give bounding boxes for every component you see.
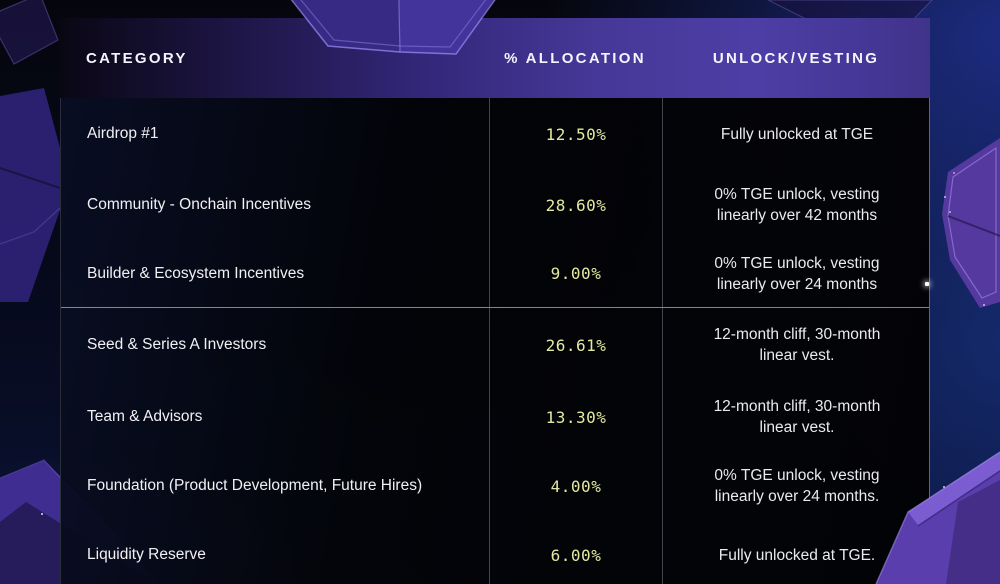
column-header-category: CATEGORY bbox=[86, 49, 188, 67]
table-header-row: CATEGORY % ALLOCATION UNLOCK/VESTING bbox=[60, 18, 930, 98]
vesting-cell: 12-month cliff, 30-month linear vest. bbox=[713, 398, 881, 436]
left-edge-prism-crease bbox=[0, 167, 61, 189]
table-row: Community - Onchain Incentives 28.60% 0%… bbox=[61, 170, 929, 240]
star-dot bbox=[949, 211, 951, 213]
category-cell: Liquidity Reserve bbox=[87, 546, 206, 563]
allocation-cell: 28.60% bbox=[489, 170, 663, 240]
vesting-cell: 0% TGE unlock, vesting linearly over 24 … bbox=[714, 254, 880, 293]
vesting-cell: 0% TGE unlock, vesting linearly over 42 … bbox=[714, 186, 880, 224]
right-edge-prism-outline bbox=[947, 146, 997, 299]
star-dot bbox=[925, 282, 929, 286]
table-row: Airdrop #1 12.50% Fully unlocked at TGE bbox=[61, 98, 929, 170]
table-row: Liquidity Reserve 6.00% Fully unlocked a… bbox=[61, 520, 929, 584]
table-row: Builder & Ecosystem Incentives 9.00% 0% … bbox=[61, 240, 929, 307]
category-cell: Foundation (Product Development, Future … bbox=[87, 477, 423, 494]
table-row: Seed & Series A Investors 26.61% 12-mont… bbox=[61, 307, 929, 382]
category-cell: Builder & Ecosystem Incentives bbox=[87, 264, 305, 282]
star-dot bbox=[953, 172, 955, 174]
vesting-cell: Fully unlocked at TGE bbox=[720, 125, 874, 143]
table-row: Foundation (Product Development, Future … bbox=[61, 452, 929, 520]
right-edge-prism-crease bbox=[947, 215, 1000, 237]
vesting-cell: 0% TGE unlock, vesting linearly over 24 … bbox=[714, 467, 880, 505]
vesting-cell: Fully unlocked at TGE. bbox=[718, 546, 876, 564]
allocation-cell: 4.00% bbox=[489, 452, 663, 520]
bottom-right-prism-crease bbox=[917, 470, 1000, 527]
allocation-cell: 12.50% bbox=[489, 98, 663, 170]
left-edge-prism-icon bbox=[0, 88, 60, 302]
star-dot bbox=[983, 304, 985, 306]
right-edge-prism-icon bbox=[942, 138, 1000, 308]
bottom-right-prism-shadow bbox=[946, 480, 1000, 584]
star-dot bbox=[944, 196, 946, 198]
star-dot bbox=[943, 486, 945, 488]
category-cell: Seed & Series A Investors bbox=[87, 336, 267, 353]
category-cell: Airdrop #1 bbox=[87, 125, 159, 142]
left-edge-prism-edge bbox=[0, 207, 61, 245]
star-dot bbox=[41, 513, 43, 515]
category-cell: Community - Onchain Incentives bbox=[87, 196, 311, 213]
allocation-cell: 9.00% bbox=[489, 240, 663, 307]
allocation-cell: 13.30% bbox=[489, 382, 663, 452]
column-header-vesting: UNLOCK/VESTING bbox=[712, 49, 880, 67]
vesting-cell: 12-month cliff, 30-month linear vest. bbox=[713, 326, 881, 364]
top-left-prism-icon bbox=[0, 0, 59, 65]
category-cell: Team & Advisors bbox=[87, 408, 203, 425]
star-dot bbox=[966, 549, 968, 551]
table-row: Team & Advisors 13.30% 12-month cliff, 3… bbox=[61, 382, 929, 452]
column-header-allocation: % ALLOCATION bbox=[504, 49, 646, 67]
table-body: Airdrop #1 12.50% Fully unlocked at TGE … bbox=[60, 98, 930, 584]
token-allocation-table: CATEGORY % ALLOCATION UNLOCK/VESTING Air… bbox=[60, 18, 930, 584]
allocation-cell: 6.00% bbox=[489, 520, 663, 584]
allocation-cell: 26.61% bbox=[489, 308, 663, 382]
